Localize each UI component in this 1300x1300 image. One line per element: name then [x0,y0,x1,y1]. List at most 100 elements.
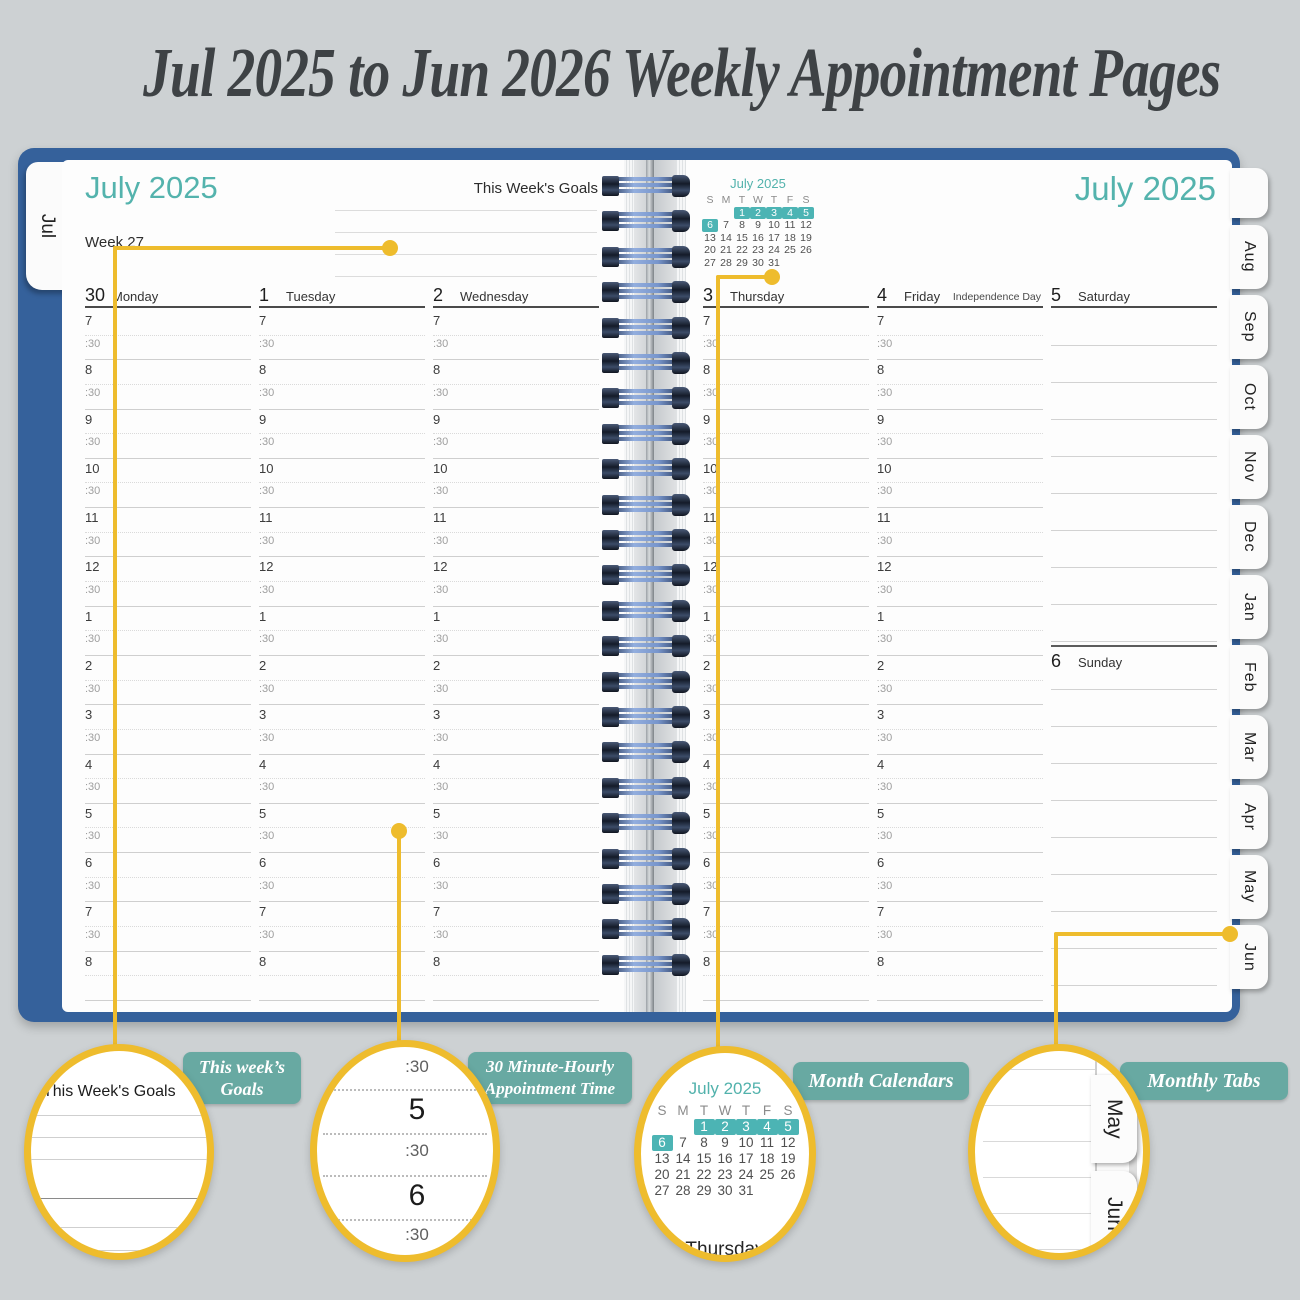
calendar-day-cell: 24 [768,244,780,256]
time-label: 2 [259,657,267,673]
calendar-day-cell: 5 [777,1119,799,1135]
time-label: :30 [433,386,449,399]
rule-line [1051,345,1217,346]
left-month-heading: July 2025 [85,170,218,205]
calendar-day-cell: 28 [720,256,732,269]
time-slot-row: :30 [85,729,251,755]
callout-badge: Monthly Tabs [1120,1062,1288,1100]
coil-end [602,459,619,480]
mini-calendar-title: July 2025 [688,1079,762,1098]
coil-end [672,493,690,516]
coil-end [672,847,690,870]
coil-wire [616,507,676,512]
time-slot-row: :30 [877,778,1043,804]
tab-label: Nov [1241,451,1258,483]
time-slot-row: :30 [433,926,599,952]
time-label: :30 [703,830,719,843]
coil-end [602,282,619,303]
time-label: :30 [877,633,893,646]
rule-line [323,1219,487,1221]
time-slot-row: :30 [259,532,425,558]
coil-wire [616,678,676,683]
time-slot-row: :30 [259,630,425,656]
spiral-coil [602,812,690,835]
calendar-day-cell: 4 [782,206,798,219]
day-column-header: 30 Monday [85,285,251,308]
calendar-day-cell: 19 [800,231,812,244]
time-label: :30 [877,830,893,843]
coil-wire [616,295,676,300]
image-title: Jul 2025 to Jun 2026 Weekly Appointment … [0,34,1300,114]
time-label: :30 [85,337,101,350]
coil-wire [616,436,676,441]
badge-text: Goals [220,1079,264,1099]
time-label: :30 [433,584,449,597]
time-label: 6 [408,1179,426,1212]
spiral-coil [602,529,690,551]
coil-wire [616,466,676,471]
time-label: :30 [433,485,449,498]
spiral-coil [602,953,690,976]
coil-end [672,175,690,197]
time-slot-row: :30 [433,630,599,656]
coil-wire [616,566,676,571]
time-slot-row: 8 [703,951,869,977]
coil-wire [616,637,676,642]
time-label: :30 [877,781,893,794]
time-label: 3 [703,707,711,723]
coil-end [672,599,690,622]
time-slot-row: :30 [85,877,251,903]
weekday-letter: T [770,194,778,206]
time-slot-row [877,975,1043,1001]
connector-line-goals [113,246,117,1058]
spiral-coil [602,741,690,764]
coil-end [602,565,619,586]
time-slot-row: 3 [877,704,1043,730]
rule-line [1051,530,1217,531]
coil-end [672,281,690,304]
calendar-day-cell: 6 [702,219,718,232]
time-label: :30 [703,337,719,350]
coil-end [602,671,619,692]
time-label: 10 [259,460,274,476]
time-slot-row: 1 [259,606,425,632]
time-label: 9 [433,411,441,427]
connector-dot-calendar [764,269,780,285]
day-name: Sunday [1078,655,1123,670]
day-column-thursday: 3 Thursday 7:30 8:30 9:30 10:30 11:30 12:30 1:30… [703,285,869,1001]
coil-wire [616,926,676,931]
calendar-day-cell: 21 [720,244,732,256]
coil-end [602,494,619,515]
coil-end [602,707,619,727]
time-slot-row: :30 [703,482,869,509]
time-slot-row: :30 [85,778,251,804]
rule-line [1051,837,1217,838]
tab-jun: Jun [1091,1171,1137,1253]
coil-wire [616,360,676,364]
day-column-header: 6 Sunday [1051,651,1217,671]
coil-wire [616,259,676,264]
time-label: 7 [703,313,711,328]
rule-line [1051,604,1217,605]
calendar-day-cell: 18 [759,1151,775,1166]
time-slot-row: 4 [259,754,425,780]
time-slot-row: :30 [433,335,599,361]
time-slot-row: 12 [703,556,869,583]
badge-text: Month Calendars [808,1070,954,1092]
time-slot-row: :30 [877,680,1043,706]
day-name: Tuesday [286,289,336,304]
day-number: 2 [433,285,444,305]
time-slot-row: 6 [85,852,251,878]
time-slot-row: :30 [85,532,251,558]
coil-end [602,317,619,338]
spiral-coil [602,458,690,481]
time-label: 12 [433,559,448,575]
coil-wire [616,849,676,854]
time-slot-row: 10 [85,458,251,484]
time-label: :30 [703,633,719,646]
calendar-day-cell [718,207,734,220]
time-label: 7 [877,904,885,920]
